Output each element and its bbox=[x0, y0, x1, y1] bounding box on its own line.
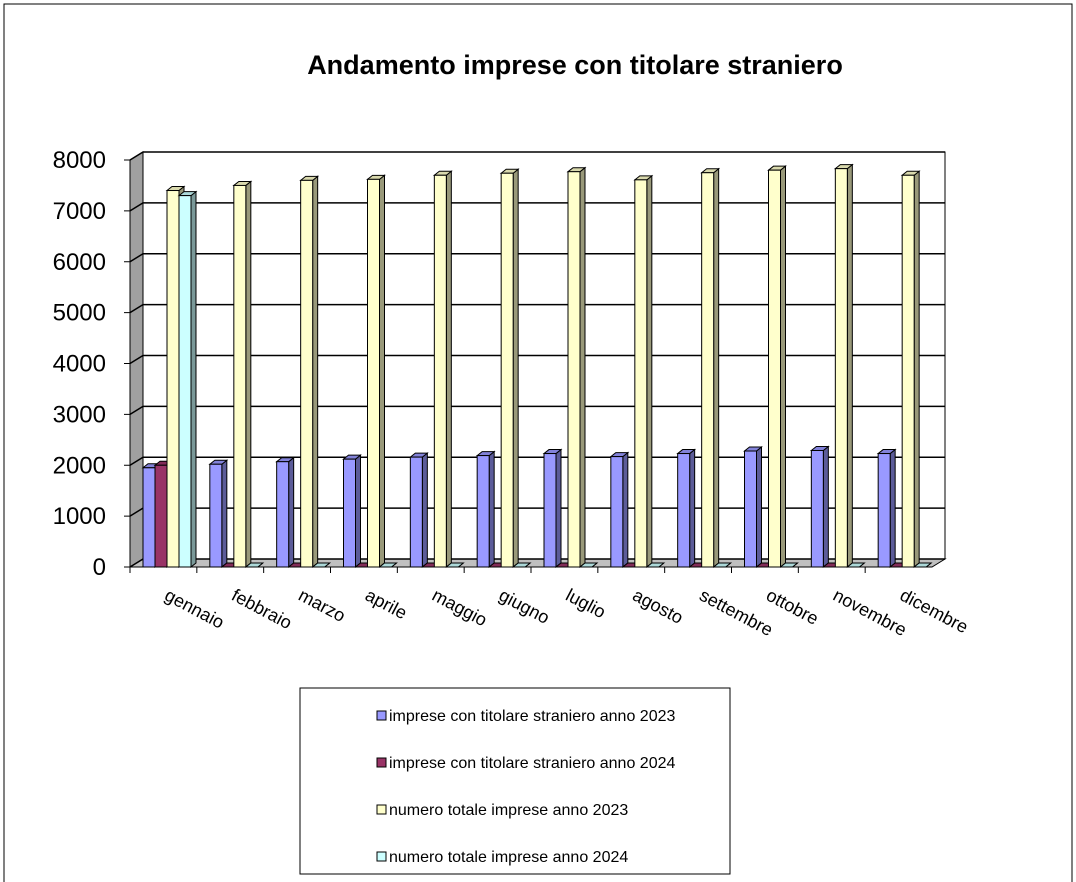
y-tick-label: 6000 bbox=[53, 249, 106, 276]
bar bbox=[744, 450, 757, 568]
bar-side bbox=[190, 190, 197, 569]
bar bbox=[300, 179, 314, 568]
y-tick-label: 7000 bbox=[53, 198, 106, 225]
bar-side bbox=[780, 165, 786, 569]
bar bbox=[409, 456, 423, 568]
bar bbox=[543, 453, 557, 568]
bar bbox=[367, 178, 380, 568]
bar-top bbox=[244, 562, 265, 568]
bar-top bbox=[912, 562, 933, 568]
bar bbox=[178, 195, 192, 568]
bar-side bbox=[221, 459, 228, 569]
grid-line bbox=[129, 354, 945, 365]
bar-side bbox=[512, 168, 519, 569]
bar-side bbox=[421, 452, 428, 569]
bar bbox=[810, 449, 824, 568]
bar-side bbox=[379, 174, 385, 569]
bar bbox=[610, 456, 624, 568]
bar-top bbox=[444, 562, 465, 568]
bar-side bbox=[822, 445, 829, 569]
bar-top bbox=[645, 562, 666, 568]
legend-swatch bbox=[376, 710, 387, 721]
grid-line bbox=[129, 253, 945, 263]
bar-top bbox=[311, 562, 332, 568]
bar bbox=[500, 172, 514, 568]
bar-side bbox=[713, 167, 720, 569]
bar-side bbox=[756, 445, 762, 569]
bar-top bbox=[378, 562, 398, 568]
bar-side bbox=[288, 456, 295, 569]
y-tick-label: 3000 bbox=[53, 401, 106, 428]
bar-top bbox=[511, 562, 532, 568]
bar-side bbox=[579, 166, 586, 569]
bar bbox=[142, 467, 156, 568]
bar-side bbox=[245, 180, 252, 569]
bar bbox=[877, 453, 891, 568]
grid-line bbox=[129, 405, 945, 416]
bar bbox=[343, 458, 356, 568]
bar bbox=[154, 464, 168, 568]
bar bbox=[233, 184, 247, 568]
legend-swatch bbox=[376, 804, 387, 815]
y-tick-label: 1000 bbox=[53, 503, 106, 530]
legend-label: imprese con titolare straniero anno 2024 bbox=[389, 755, 675, 772]
bar-side bbox=[445, 170, 452, 569]
legend-label: imprese con titolare straniero anno 2023 bbox=[389, 708, 675, 725]
bar-side bbox=[355, 454, 361, 569]
y-tick-label: 2000 bbox=[53, 452, 106, 479]
bar-top bbox=[779, 562, 799, 568]
bar bbox=[701, 172, 715, 568]
bar-top bbox=[845, 562, 866, 568]
bar-side bbox=[913, 170, 920, 569]
bar-side bbox=[689, 448, 696, 569]
bar bbox=[276, 461, 290, 568]
bar-top bbox=[578, 562, 599, 568]
bar bbox=[901, 174, 915, 568]
bar bbox=[166, 190, 180, 568]
bar-side bbox=[889, 448, 896, 569]
grid-line bbox=[129, 303, 945, 314]
y-tick-label: 5000 bbox=[53, 300, 106, 327]
bar-side bbox=[312, 175, 319, 569]
legend-swatch bbox=[376, 757, 387, 768]
legend-box bbox=[299, 687, 731, 875]
y-tick-label: 0 bbox=[93, 554, 106, 581]
grid-line bbox=[129, 151, 945, 161]
bar bbox=[209, 463, 223, 568]
legend-label: numero totale imprese anno 2023 bbox=[389, 802, 628, 819]
bar-side bbox=[646, 174, 653, 569]
bar-top bbox=[712, 562, 733, 568]
y-tick-label: 4000 bbox=[53, 351, 106, 378]
chart-title: Andamento imprese con titolare straniero bbox=[307, 50, 843, 80]
bar bbox=[768, 169, 781, 568]
y-tick-label: 8000 bbox=[53, 147, 106, 174]
bar-side bbox=[488, 450, 495, 569]
bar bbox=[567, 171, 581, 568]
bar-side bbox=[555, 448, 562, 569]
bar bbox=[433, 174, 447, 568]
bar bbox=[634, 179, 648, 568]
bar bbox=[476, 455, 490, 568]
legend-swatch bbox=[376, 851, 387, 862]
bar-side bbox=[622, 451, 629, 569]
legend-label: numero totale imprese anno 2024 bbox=[389, 849, 628, 866]
bar bbox=[677, 453, 691, 568]
bar-side bbox=[846, 163, 853, 569]
bar bbox=[834, 168, 848, 568]
grid-line bbox=[129, 202, 945, 212]
